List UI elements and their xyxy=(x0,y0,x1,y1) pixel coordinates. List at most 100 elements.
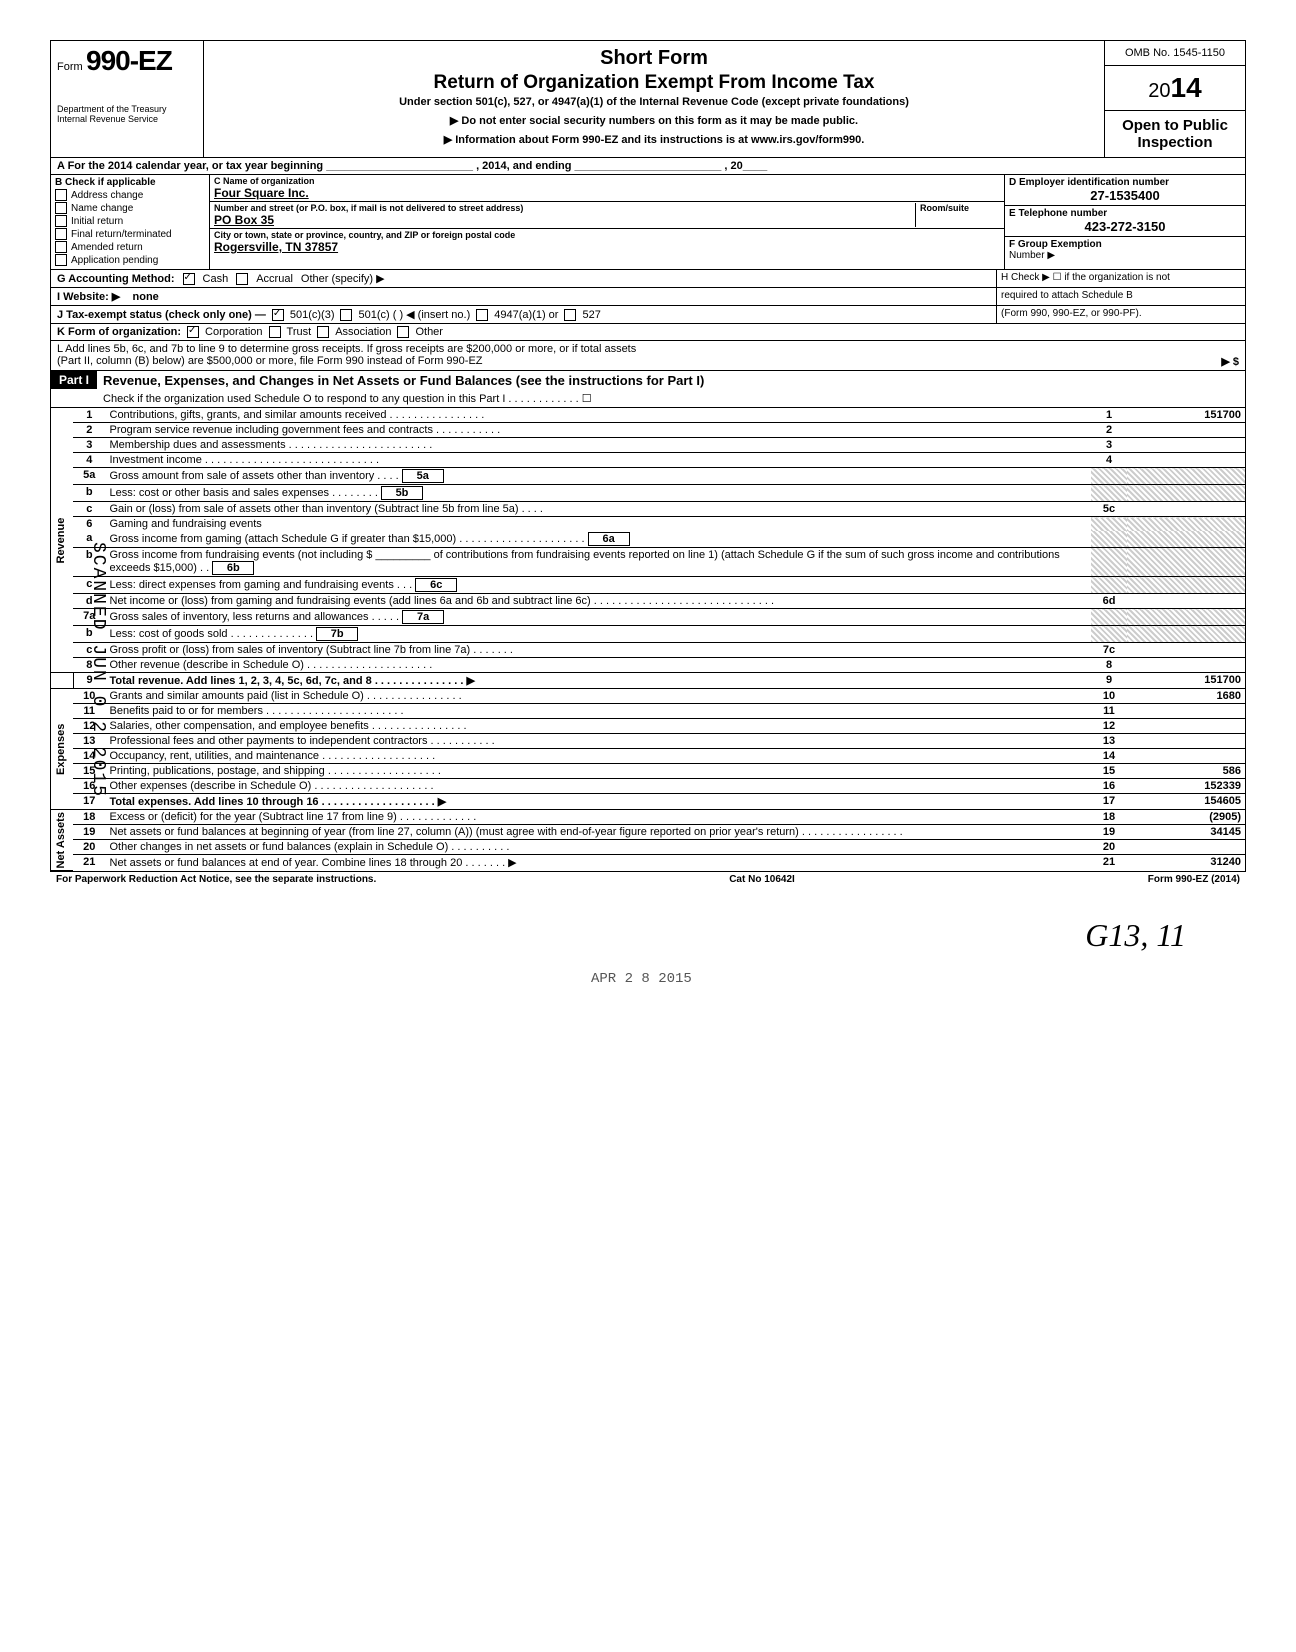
amt-val: 154605 xyxy=(1127,794,1245,810)
room-label: Room/suite xyxy=(920,203,1000,213)
row-g: G Accounting Method: Cash Accrual Other … xyxy=(51,270,996,287)
amt-box: 5c xyxy=(1091,502,1127,517)
cb-501c[interactable] xyxy=(340,309,352,321)
line-desc: Grants and similar amounts paid (list in… xyxy=(106,689,1092,704)
year-prefix: 20 xyxy=(1148,80,1170,102)
shaded-box xyxy=(1091,548,1127,577)
year-box: 2014 xyxy=(1105,66,1245,111)
cb-association[interactable] xyxy=(317,326,329,338)
line-num: 10 xyxy=(73,689,106,704)
amt-box: 19 xyxy=(1091,825,1127,840)
under-section: Under section 501(c), 527, or 4947(a)(1)… xyxy=(212,96,1096,108)
line-desc: Gain or (loss) from sale of assets other… xyxy=(106,502,1092,517)
amt-box: 21 xyxy=(1091,855,1127,871)
amt-val: 151700 xyxy=(1127,673,1245,689)
form-number: 990-EZ xyxy=(86,45,172,76)
line-desc: Professional fees and other payments to … xyxy=(106,734,1092,749)
name-label: C Name of organization xyxy=(214,176,1000,186)
line-desc: Excess or (deficit) for the year (Subtra… xyxy=(106,810,1092,825)
cb-application-pending[interactable]: Application pending xyxy=(55,254,205,266)
amt-box: 1 xyxy=(1091,408,1127,423)
amt-box: 20 xyxy=(1091,840,1127,855)
shaded-box xyxy=(1091,468,1127,485)
col-c: C Name of organization Four Square Inc. … xyxy=(210,175,1004,269)
omb-number: OMB No. 1545-1150 xyxy=(1105,41,1245,66)
amt-val xyxy=(1127,594,1245,609)
l-text1: L Add lines 5b, 6c, and 7b to line 9 to … xyxy=(57,343,1239,355)
cb-501c3[interactable] xyxy=(272,309,284,321)
form-prefix: Form xyxy=(57,61,83,73)
cb-4947[interactable] xyxy=(476,309,488,321)
amt-box: 16 xyxy=(1091,779,1127,794)
line-desc: Less: direct expenses from gaming and fu… xyxy=(106,577,1092,594)
cb-name-change[interactable]: Name change xyxy=(55,202,205,214)
cb-cash[interactable] xyxy=(183,273,195,285)
ssn-warning: ▶ Do not enter social security numbers o… xyxy=(212,114,1096,127)
amt-val: 31240 xyxy=(1127,855,1245,871)
part1-row: Part I Revenue, Expenses, and Changes in… xyxy=(51,371,1245,408)
col-right: D Employer identification number 27-1535… xyxy=(1004,175,1245,269)
short-form: Short Form xyxy=(212,47,1096,70)
ein-value: 27-1535400 xyxy=(1009,188,1241,203)
l-arrow: ▶ $ xyxy=(1221,355,1239,368)
a1-label: 4947(a)(1) or xyxy=(494,309,558,321)
line-desc: Membership dues and assessments . . . . … xyxy=(106,438,1092,453)
part1-table: Revenue 1Contributions, gifts, grants, a… xyxy=(51,408,1245,871)
shaded-val xyxy=(1127,609,1245,626)
cb-address-change[interactable]: Address change xyxy=(55,189,205,201)
cb-amended-return[interactable]: Amended return xyxy=(55,241,205,253)
phone-label: E Telephone number xyxy=(1009,208,1241,219)
line-num: c xyxy=(73,643,106,658)
cb-corporation[interactable] xyxy=(187,326,199,338)
open-public: Open to Public Inspection xyxy=(1105,111,1245,157)
line-desc: Investment income . . . . . . . . . . . … xyxy=(106,453,1092,468)
shaded-box xyxy=(1091,517,1127,532)
title-box: Short Form Return of Organization Exempt… xyxy=(204,41,1104,157)
shaded-val xyxy=(1127,548,1245,577)
amt-val xyxy=(1127,840,1245,855)
ein-label: D Employer identification number xyxy=(1009,177,1241,188)
org-addr: PO Box 35 xyxy=(214,213,915,227)
org-name: Four Square Inc. xyxy=(214,186,1000,200)
inner-box: 6c xyxy=(415,578,457,592)
cb-final-return[interactable]: Final return/terminated xyxy=(55,228,205,240)
shaded-box xyxy=(1091,626,1127,643)
line-num: 6 xyxy=(73,517,106,532)
cb-accrual[interactable] xyxy=(236,273,248,285)
line-num: 5a xyxy=(73,468,106,485)
cb-label: Application pending xyxy=(71,255,158,266)
amt-box: 10 xyxy=(1091,689,1127,704)
received-stamp: APR 2 8 2015 xyxy=(591,971,692,987)
amt-val: (2905) xyxy=(1127,810,1245,825)
form-container: Form 990-EZ Department of the Treasury I… xyxy=(50,40,1246,872)
row-l: L Add lines 5b, 6c, and 7b to line 9 to … xyxy=(51,341,1245,371)
amt-val xyxy=(1127,502,1245,517)
right-boxes: OMB No. 1545-1150 2014 Open to Public In… xyxy=(1104,41,1245,157)
line-desc: Net assets or fund balances at beginning… xyxy=(106,825,1092,840)
line-desc: Other expenses (describe in Schedule O) … xyxy=(106,779,1092,794)
line-num: 19 xyxy=(73,825,106,840)
form-number-box: Form 990-EZ Department of the Treasury I… xyxy=(51,41,204,157)
amt-val xyxy=(1127,658,1245,673)
line-num: 4 xyxy=(73,453,106,468)
line-desc: Gross profit or (loss) from sales of inv… xyxy=(106,643,1092,658)
shaded-val xyxy=(1127,468,1245,485)
c3-label: 501(c)(3) xyxy=(290,309,335,321)
shaded-box xyxy=(1091,485,1127,502)
line-desc: Net assets or fund balances at end of ye… xyxy=(106,855,1092,871)
amt-box: 3 xyxy=(1091,438,1127,453)
cb-initial-return[interactable]: Initial return xyxy=(55,215,205,227)
cb-trust[interactable] xyxy=(269,326,281,338)
cb-other-org[interactable] xyxy=(397,326,409,338)
inner-box: 6a xyxy=(588,532,630,546)
line-num: 21 xyxy=(73,855,106,871)
cb-527[interactable] xyxy=(564,309,576,321)
line-desc: Less: cost of goods sold . . . . . . . .… xyxy=(106,626,1092,643)
amt-val xyxy=(1127,704,1245,719)
amt-val: 152339 xyxy=(1127,779,1245,794)
l-text2: (Part II, column (B) below) are $500,000… xyxy=(57,355,483,368)
c-label: 501(c) ( ) ◀ (insert no.) xyxy=(358,308,470,321)
other-org-label: Other xyxy=(415,326,443,338)
inner-box: 5b xyxy=(381,486,423,500)
line-num: b xyxy=(73,485,106,502)
